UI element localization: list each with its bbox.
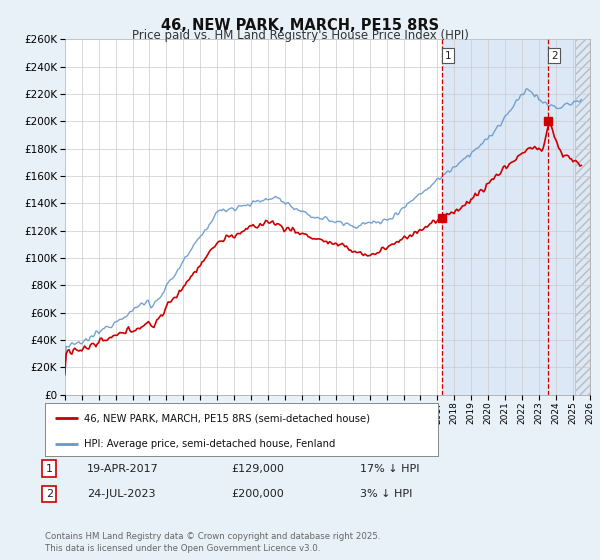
Text: Price paid vs. HM Land Registry's House Price Index (HPI): Price paid vs. HM Land Registry's House … <box>131 29 469 42</box>
Text: 2: 2 <box>551 50 557 60</box>
Text: £129,000: £129,000 <box>231 464 284 474</box>
Text: HPI: Average price, semi-detached house, Fenland: HPI: Average price, semi-detached house,… <box>85 439 335 449</box>
Text: 46, NEW PARK, MARCH, PE15 8RS: 46, NEW PARK, MARCH, PE15 8RS <box>161 18 439 33</box>
Text: 17% ↓ HPI: 17% ↓ HPI <box>360 464 419 474</box>
Bar <box>575 39 590 395</box>
Bar <box>442 39 590 395</box>
Text: 46, NEW PARK, MARCH, PE15 8RS (semi-detached house): 46, NEW PARK, MARCH, PE15 8RS (semi-deta… <box>85 414 370 423</box>
Text: 1: 1 <box>46 464 53 474</box>
Text: 2: 2 <box>46 489 53 499</box>
Text: £200,000: £200,000 <box>231 489 284 499</box>
Text: 1: 1 <box>445 50 451 60</box>
Text: 24-JUL-2023: 24-JUL-2023 <box>87 489 155 499</box>
Text: 19-APR-2017: 19-APR-2017 <box>87 464 159 474</box>
Text: 3% ↓ HPI: 3% ↓ HPI <box>360 489 412 499</box>
Text: Contains HM Land Registry data © Crown copyright and database right 2025.
This d: Contains HM Land Registry data © Crown c… <box>45 533 380 553</box>
